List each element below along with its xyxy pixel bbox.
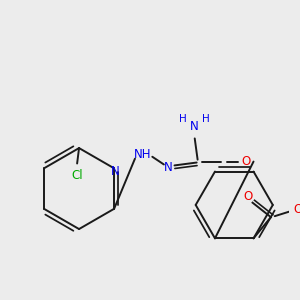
Text: NH: NH <box>134 148 152 161</box>
Text: O: O <box>241 155 250 168</box>
Text: N: N <box>190 120 199 134</box>
Text: O: O <box>243 190 252 203</box>
Text: Cl: Cl <box>71 169 83 182</box>
Text: H: H <box>179 114 187 124</box>
Text: N: N <box>164 161 173 174</box>
Text: N: N <box>111 165 119 178</box>
Text: O: O <box>293 203 300 216</box>
Text: H: H <box>202 114 210 124</box>
